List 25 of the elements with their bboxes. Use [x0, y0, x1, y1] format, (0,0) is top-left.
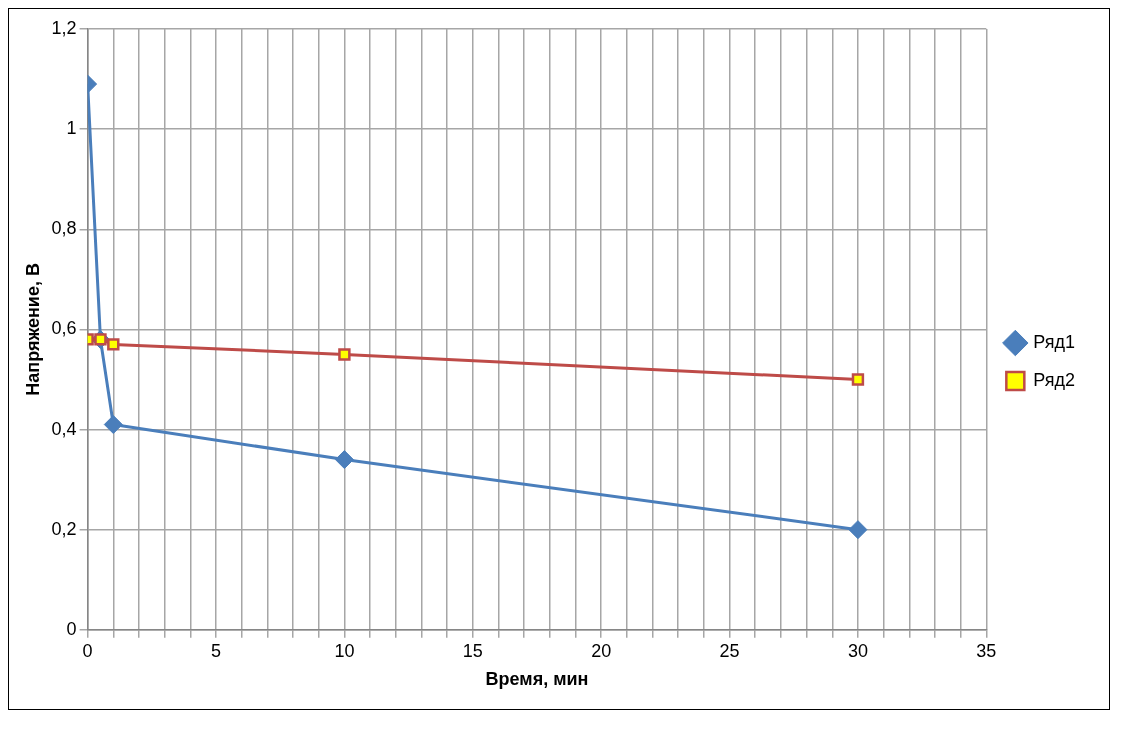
- point: [851, 373, 865, 386]
- point: [107, 338, 120, 351]
- x-tick-label: 20: [591, 640, 612, 661]
- point: [334, 450, 354, 470]
- x-tick-label: 15: [462, 640, 483, 661]
- y-tick-label: 0: [66, 618, 77, 639]
- x-tick-label: 30: [847, 640, 868, 661]
- x-tick-label: 25: [719, 640, 740, 661]
- point: [103, 415, 123, 435]
- y-tick-label: 1,2: [51, 17, 77, 38]
- y-tick-label: 0,6: [51, 318, 77, 339]
- y-tick-label: 0,8: [51, 218, 77, 239]
- legend-label: Ряд2: [1033, 369, 1075, 390]
- point: [338, 348, 351, 361]
- legend-label: Ряд1: [1033, 331, 1075, 352]
- x-tick-label: 5: [211, 640, 222, 661]
- x-tick-label: 0: [82, 640, 93, 661]
- x-tick-label: 35: [976, 640, 997, 661]
- x-tick-label: 10: [334, 640, 355, 661]
- y-axis-title: Напряжение, В: [22, 263, 43, 396]
- point: [848, 520, 868, 540]
- x-axis-title: Время, мин: [485, 669, 589, 690]
- y-tick-label: 0,4: [51, 418, 77, 439]
- y-tick-label: 1: [66, 118, 77, 139]
- y-tick-label: 0,2: [51, 518, 77, 539]
